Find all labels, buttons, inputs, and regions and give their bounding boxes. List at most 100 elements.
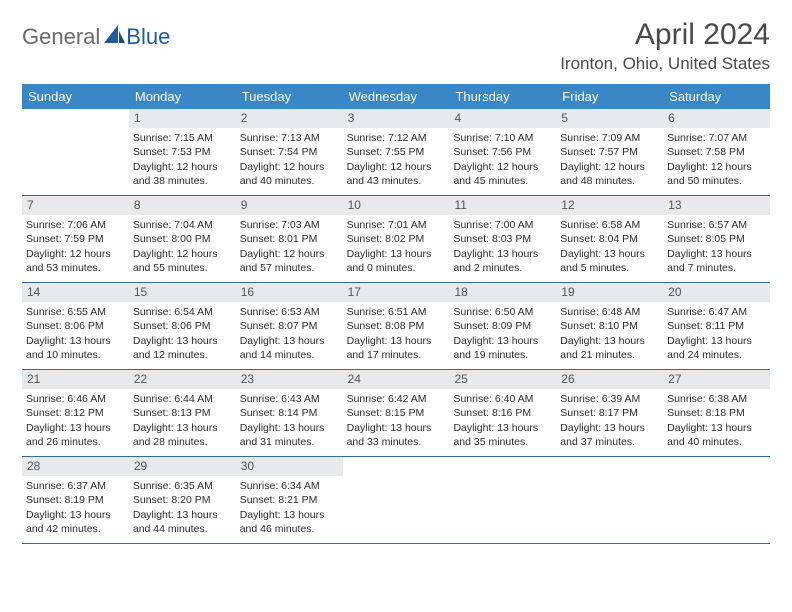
daylight-text: Daylight: 13 hours and 21 minutes. (560, 334, 659, 362)
day-number: 29 (129, 457, 236, 476)
sunset-text: Sunset: 7:53 PM (133, 145, 232, 159)
sunrise-text: Sunrise: 6:50 AM (453, 305, 552, 319)
daylight-text: Daylight: 13 hours and 46 minutes. (240, 508, 339, 536)
sunset-text: Sunset: 8:06 PM (26, 319, 125, 333)
day-header-thursday: Thursday (449, 84, 556, 109)
day-body: Sunrise: 6:43 AMSunset: 8:14 PMDaylight:… (236, 389, 343, 455)
daylight-text: Daylight: 12 hours and 55 minutes. (133, 247, 232, 275)
day-cell: 29Sunrise: 6:35 AMSunset: 8:20 PMDayligh… (129, 457, 236, 543)
day-body: Sunrise: 6:35 AMSunset: 8:20 PMDaylight:… (129, 476, 236, 542)
day-number: 12 (556, 196, 663, 215)
sunset-text: Sunset: 8:02 PM (347, 232, 446, 246)
day-body: Sunrise: 6:48 AMSunset: 8:10 PMDaylight:… (556, 302, 663, 368)
daylight-text: Daylight: 13 hours and 14 minutes. (240, 334, 339, 362)
daylight-text: Daylight: 13 hours and 44 minutes. (133, 508, 232, 536)
sunset-text: Sunset: 7:59 PM (26, 232, 125, 246)
day-body: Sunrise: 6:46 AMSunset: 8:12 PMDaylight:… (22, 389, 129, 455)
day-cell-empty (449, 457, 556, 543)
daylight-text: Daylight: 12 hours and 38 minutes. (133, 160, 232, 188)
daylight-text: Daylight: 12 hours and 53 minutes. (26, 247, 125, 275)
sunset-text: Sunset: 8:18 PM (667, 406, 766, 420)
daylight-text: Daylight: 13 hours and 37 minutes. (560, 421, 659, 449)
day-body: Sunrise: 6:55 AMSunset: 8:06 PMDaylight:… (22, 302, 129, 368)
day-body: Sunrise: 7:12 AMSunset: 7:55 PMDaylight:… (343, 128, 450, 194)
sunrise-text: Sunrise: 6:47 AM (667, 305, 766, 319)
day-number: 27 (663, 370, 770, 389)
daylight-text: Daylight: 13 hours and 19 minutes. (453, 334, 552, 362)
daylight-text: Daylight: 13 hours and 26 minutes. (26, 421, 125, 449)
day-number: 18 (449, 283, 556, 302)
day-header-monday: Monday (129, 84, 236, 109)
day-cell: 3Sunrise: 7:12 AMSunset: 7:55 PMDaylight… (343, 109, 450, 195)
daylight-text: Daylight: 12 hours and 57 minutes. (240, 247, 339, 275)
daylight-text: Daylight: 12 hours and 40 minutes. (240, 160, 339, 188)
sunrise-text: Sunrise: 6:48 AM (560, 305, 659, 319)
sunrise-text: Sunrise: 7:15 AM (133, 131, 232, 145)
day-body: Sunrise: 7:03 AMSunset: 8:01 PMDaylight:… (236, 215, 343, 281)
sunset-text: Sunset: 8:13 PM (133, 406, 232, 420)
day-number: 9 (236, 196, 343, 215)
sunrise-text: Sunrise: 6:39 AM (560, 392, 659, 406)
day-cell: 9Sunrise: 7:03 AMSunset: 8:01 PMDaylight… (236, 196, 343, 282)
day-cell: 4Sunrise: 7:10 AMSunset: 7:56 PMDaylight… (449, 109, 556, 195)
day-cell: 7Sunrise: 7:06 AMSunset: 7:59 PMDaylight… (22, 196, 129, 282)
sunset-text: Sunset: 8:16 PM (453, 406, 552, 420)
daylight-text: Daylight: 12 hours and 43 minutes. (347, 160, 446, 188)
day-number: 7 (22, 196, 129, 215)
sunrise-text: Sunrise: 6:57 AM (667, 218, 766, 232)
sunset-text: Sunset: 8:03 PM (453, 232, 552, 246)
sunrise-text: Sunrise: 6:44 AM (133, 392, 232, 406)
day-body: Sunrise: 7:13 AMSunset: 7:54 PMDaylight:… (236, 128, 343, 194)
day-cell: 13Sunrise: 6:57 AMSunset: 8:05 PMDayligh… (663, 196, 770, 282)
logo-sail-icon (104, 25, 126, 50)
sunrise-text: Sunrise: 7:04 AM (133, 218, 232, 232)
daylight-text: Daylight: 13 hours and 0 minutes. (347, 247, 446, 275)
week-row: 1Sunrise: 7:15 AMSunset: 7:53 PMDaylight… (22, 109, 770, 196)
sunset-text: Sunset: 7:56 PM (453, 145, 552, 159)
sunset-text: Sunset: 8:06 PM (133, 319, 232, 333)
day-header-tuesday: Tuesday (236, 84, 343, 109)
day-number: 25 (449, 370, 556, 389)
sunrise-text: Sunrise: 6:51 AM (347, 305, 446, 319)
sunset-text: Sunset: 8:19 PM (26, 493, 125, 507)
day-number: 11 (449, 196, 556, 215)
sunset-text: Sunset: 8:15 PM (347, 406, 446, 420)
day-header-saturday: Saturday (663, 84, 770, 109)
sunset-text: Sunset: 8:17 PM (560, 406, 659, 420)
sunset-text: Sunset: 8:20 PM (133, 493, 232, 507)
sunrise-text: Sunrise: 7:00 AM (453, 218, 552, 232)
day-body: Sunrise: 7:06 AMSunset: 7:59 PMDaylight:… (22, 215, 129, 281)
sunrise-text: Sunrise: 7:07 AM (667, 131, 766, 145)
sunrise-text: Sunrise: 7:09 AM (560, 131, 659, 145)
logo: General Blue (22, 24, 170, 50)
day-number: 14 (22, 283, 129, 302)
daylight-text: Daylight: 13 hours and 2 minutes. (453, 247, 552, 275)
day-body: Sunrise: 7:15 AMSunset: 7:53 PMDaylight:… (129, 128, 236, 194)
calendar: SundayMondayTuesdayWednesdayThursdayFrid… (22, 84, 770, 544)
day-cell: 20Sunrise: 6:47 AMSunset: 8:11 PMDayligh… (663, 283, 770, 369)
sunrise-text: Sunrise: 6:37 AM (26, 479, 125, 493)
day-body: Sunrise: 6:51 AMSunset: 8:08 PMDaylight:… (343, 302, 450, 368)
day-number: 30 (236, 457, 343, 476)
day-number: 16 (236, 283, 343, 302)
sunset-text: Sunset: 8:14 PM (240, 406, 339, 420)
sunrise-text: Sunrise: 6:42 AM (347, 392, 446, 406)
day-cell-empty (22, 109, 129, 195)
daylight-text: Daylight: 12 hours and 50 minutes. (667, 160, 766, 188)
location: Ironton, Ohio, United States (560, 54, 770, 74)
day-number: 10 (343, 196, 450, 215)
sunset-text: Sunset: 8:07 PM (240, 319, 339, 333)
day-number: 28 (22, 457, 129, 476)
day-cell: 28Sunrise: 6:37 AMSunset: 8:19 PMDayligh… (22, 457, 129, 543)
day-cell: 11Sunrise: 7:00 AMSunset: 8:03 PMDayligh… (449, 196, 556, 282)
sunset-text: Sunset: 8:00 PM (133, 232, 232, 246)
day-body: Sunrise: 7:01 AMSunset: 8:02 PMDaylight:… (343, 215, 450, 281)
sunrise-text: Sunrise: 6:40 AM (453, 392, 552, 406)
daylight-text: Daylight: 13 hours and 5 minutes. (560, 247, 659, 275)
week-row: 14Sunrise: 6:55 AMSunset: 8:06 PMDayligh… (22, 283, 770, 370)
day-body: Sunrise: 6:39 AMSunset: 8:17 PMDaylight:… (556, 389, 663, 455)
day-body: Sunrise: 6:53 AMSunset: 8:07 PMDaylight:… (236, 302, 343, 368)
logo-text-blue: Blue (126, 24, 170, 50)
sunset-text: Sunset: 8:09 PM (453, 319, 552, 333)
day-body: Sunrise: 7:00 AMSunset: 8:03 PMDaylight:… (449, 215, 556, 281)
